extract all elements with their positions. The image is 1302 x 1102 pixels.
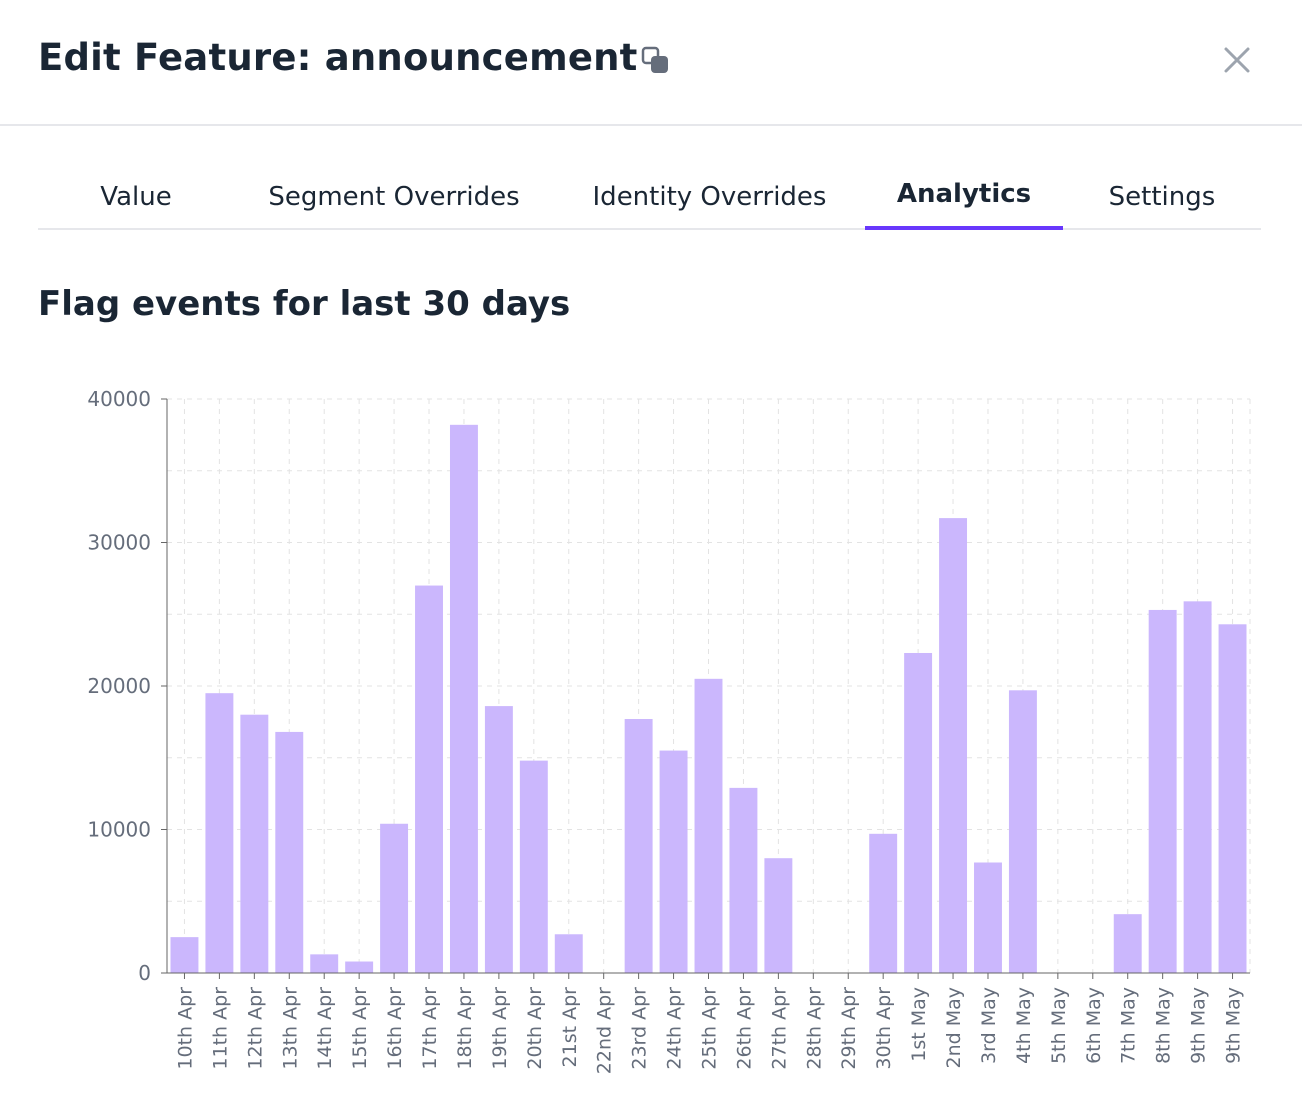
bar-16 — [694, 678, 723, 973]
x-tick-label: 10th Apr — [174, 987, 196, 1070]
bar-28 — [1113, 914, 1142, 973]
x-tick-label: 24th Apr — [664, 987, 686, 1070]
bar-9 — [449, 424, 478, 973]
modal-header: Edit Feature: announcement — [0, 0, 1302, 126]
bar-8 — [415, 585, 443, 973]
x-tick-label: 18th Apr — [454, 987, 476, 1070]
x-tick-label: 17th Apr — [419, 987, 441, 1070]
tab-bar: Value Segment Overrides Identity Overrid… — [38, 160, 1261, 230]
bar-10 — [484, 706, 513, 973]
x-tick-label: 23rd Apr — [629, 987, 651, 1070]
y-tick-label: 0 — [138, 961, 151, 985]
flag-events-chart: 0 10000 20000 30000 40000 10th Apr 11th Apr 12t… — [87, 387, 1251, 1074]
tab-segment-overrides[interactable]: Segment Overrides — [268, 182, 520, 212]
x-tick-label: 20th Apr — [524, 987, 546, 1070]
x-tick-label: 30th Apr — [873, 987, 895, 1070]
x-tick-label: 14th Apr — [314, 987, 336, 1070]
y-tick-label: 10000 — [87, 818, 151, 842]
x-tick-label: 21st Apr — [559, 987, 581, 1068]
x-tick-label: 12th Apr — [244, 987, 266, 1070]
x-tick-label: 28th Apr — [803, 987, 825, 1070]
x-tick-label: 2nd May — [943, 987, 965, 1069]
bar-4 — [275, 731, 304, 973]
x-tick-label: 15th Apr — [349, 987, 371, 1070]
bar-22 — [904, 652, 933, 973]
x-tick-label: 6th May — [1083, 987, 1105, 1064]
tab-value[interactable]: Value — [100, 182, 172, 212]
x-tick-label: 1st May — [908, 987, 930, 1062]
bar-5 — [310, 954, 339, 973]
y-tick-label: 20000 — [87, 674, 151, 698]
bar-7 — [380, 823, 409, 973]
bar-12 — [554, 934, 583, 973]
x-tick-label: 11th Apr — [209, 987, 231, 1070]
x-tick-label: 4th May — [1013, 987, 1035, 1064]
bar-24 — [974, 862, 1002, 973]
bar-31 — [1218, 624, 1247, 973]
bar-2 — [205, 693, 234, 973]
x-tick-label: 9th May — [1188, 987, 1210, 1064]
bar-6 — [345, 961, 374, 973]
x-tick-label: 8th May — [1153, 987, 1175, 1064]
bar-29 — [1148, 609, 1177, 973]
tab-analytics[interactable]: Analytics — [865, 160, 1063, 230]
x-tick-label: 3rd May — [978, 987, 1000, 1064]
y-tick-label: 40000 — [87, 387, 151, 411]
x-tick-label: 26th Apr — [733, 987, 755, 1070]
x-tick-label: 16th Apr — [384, 987, 406, 1070]
bar-11 — [519, 760, 548, 973]
x-tick-label: 25th Apr — [699, 987, 721, 1070]
bar-17 — [729, 787, 758, 973]
x-tick-label: 5th May — [1048, 987, 1070, 1064]
bar-18 — [764, 858, 793, 973]
copy-icon[interactable] — [641, 46, 671, 76]
bar-3 — [240, 714, 269, 973]
bar-21 — [869, 833, 898, 973]
x-tick-label: 7th May — [1118, 987, 1140, 1064]
bar-30 — [1183, 601, 1212, 973]
bar-25 — [1008, 690, 1037, 973]
bar-15 — [659, 750, 688, 973]
x-tick-label: 27th Apr — [768, 987, 790, 1070]
bar-14 — [624, 719, 653, 973]
y-tick-label: 30000 — [87, 531, 151, 555]
section-title: Flag events for last 30 days — [38, 284, 571, 324]
x-tick-label: 19th Apr — [489, 987, 511, 1070]
x-tick-label: 22nd Apr — [594, 987, 616, 1074]
close-icon[interactable] — [1222, 45, 1252, 75]
x-tick-label: 9th May — [1223, 987, 1245, 1064]
bar-1 — [170, 937, 199, 973]
tab-settings[interactable]: Settings — [1108, 182, 1216, 212]
x-tick-label: 29th Apr — [838, 987, 860, 1070]
page-title: Edit Feature: announcement — [38, 36, 638, 79]
bar-23 — [939, 518, 968, 973]
tab-identity-overrides[interactable]: Identity Overrides — [592, 182, 827, 212]
x-tick-label: 13th Apr — [279, 987, 301, 1070]
